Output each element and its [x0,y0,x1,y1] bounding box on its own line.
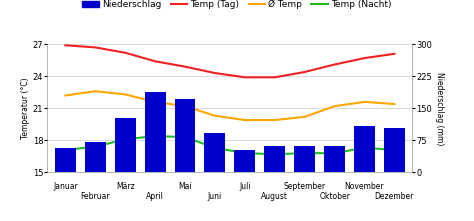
Bar [85,142,106,172]
Text: November: November [345,182,384,191]
Text: Juli: Juli [239,182,251,191]
Y-axis label: Niederschlag (mm): Niederschlag (mm) [435,72,444,145]
Text: Dezember: Dezember [375,192,414,201]
Text: August: August [261,192,288,201]
Legend: Niederschlag, Temp (Tag), Ø Temp, Temp (Nacht): Niederschlag, Temp (Tag), Ø Temp, Temp (… [82,0,392,9]
Text: März: März [116,182,135,191]
Bar [264,146,285,172]
Bar [234,150,255,172]
Bar [145,92,165,172]
Text: Oktober: Oktober [319,192,350,201]
Text: April: April [146,192,164,201]
Bar [324,146,345,172]
Bar [354,126,375,172]
Text: Januar: Januar [53,182,78,191]
Text: September: September [283,182,326,191]
Bar [174,99,195,172]
Bar [55,148,76,172]
Bar [384,128,405,172]
Y-axis label: Temperatur (°C): Temperatur (°C) [21,78,30,139]
Text: Mai: Mai [178,182,192,191]
Text: Juni: Juni [208,192,222,201]
Bar [294,146,315,172]
Text: Februar: Februar [81,192,110,201]
Bar [204,133,226,172]
Bar [115,118,136,172]
